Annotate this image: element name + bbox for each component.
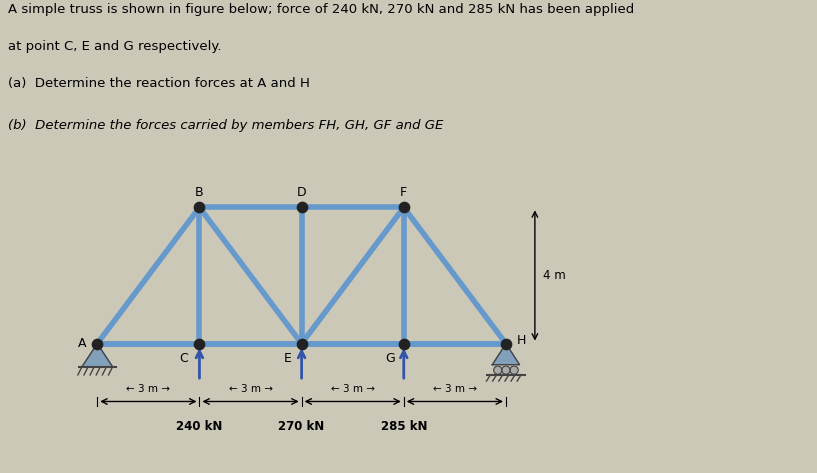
Polygon shape (493, 343, 520, 365)
Text: D: D (297, 185, 306, 199)
Text: ← 3 m →: ← 3 m → (433, 384, 477, 394)
Text: ← 3 m →: ← 3 m → (331, 384, 375, 394)
Point (397, 203, 410, 211)
Text: F: F (400, 185, 408, 199)
Text: A: A (78, 337, 86, 350)
Circle shape (493, 366, 502, 374)
Text: C: C (180, 352, 189, 366)
Text: A simple truss is shown in figure below; force of 240 kN, 270 kN and 285 kN has : A simple truss is shown in figure below;… (8, 3, 635, 16)
Text: (b)  Determine the forces carried by members FH, GH, GF and GE: (b) Determine the forces carried by memb… (8, 119, 444, 132)
Text: (a)  Determine the reaction forces at A and H: (a) Determine the reaction forces at A a… (8, 77, 310, 89)
Circle shape (502, 366, 510, 374)
Text: G: G (386, 352, 395, 366)
Text: E: E (284, 352, 292, 366)
Text: H: H (516, 333, 526, 347)
Text: 4 m: 4 m (543, 269, 566, 282)
Text: at point C, E and G respectively.: at point C, E and G respectively. (8, 40, 221, 53)
Text: 240 kN: 240 kN (176, 420, 222, 433)
Polygon shape (82, 343, 113, 367)
Point (295, 340, 308, 347)
Text: 270 kN: 270 kN (279, 420, 324, 433)
Point (499, 340, 512, 347)
Text: ← 3 m →: ← 3 m → (229, 384, 273, 394)
Point (91, 340, 104, 347)
Circle shape (510, 366, 518, 374)
Text: ← 3 m →: ← 3 m → (127, 384, 171, 394)
Point (193, 203, 206, 211)
Point (295, 203, 308, 211)
Text: B: B (195, 185, 203, 199)
Point (193, 340, 206, 347)
Point (397, 340, 410, 347)
Text: 285 kN: 285 kN (381, 420, 427, 433)
